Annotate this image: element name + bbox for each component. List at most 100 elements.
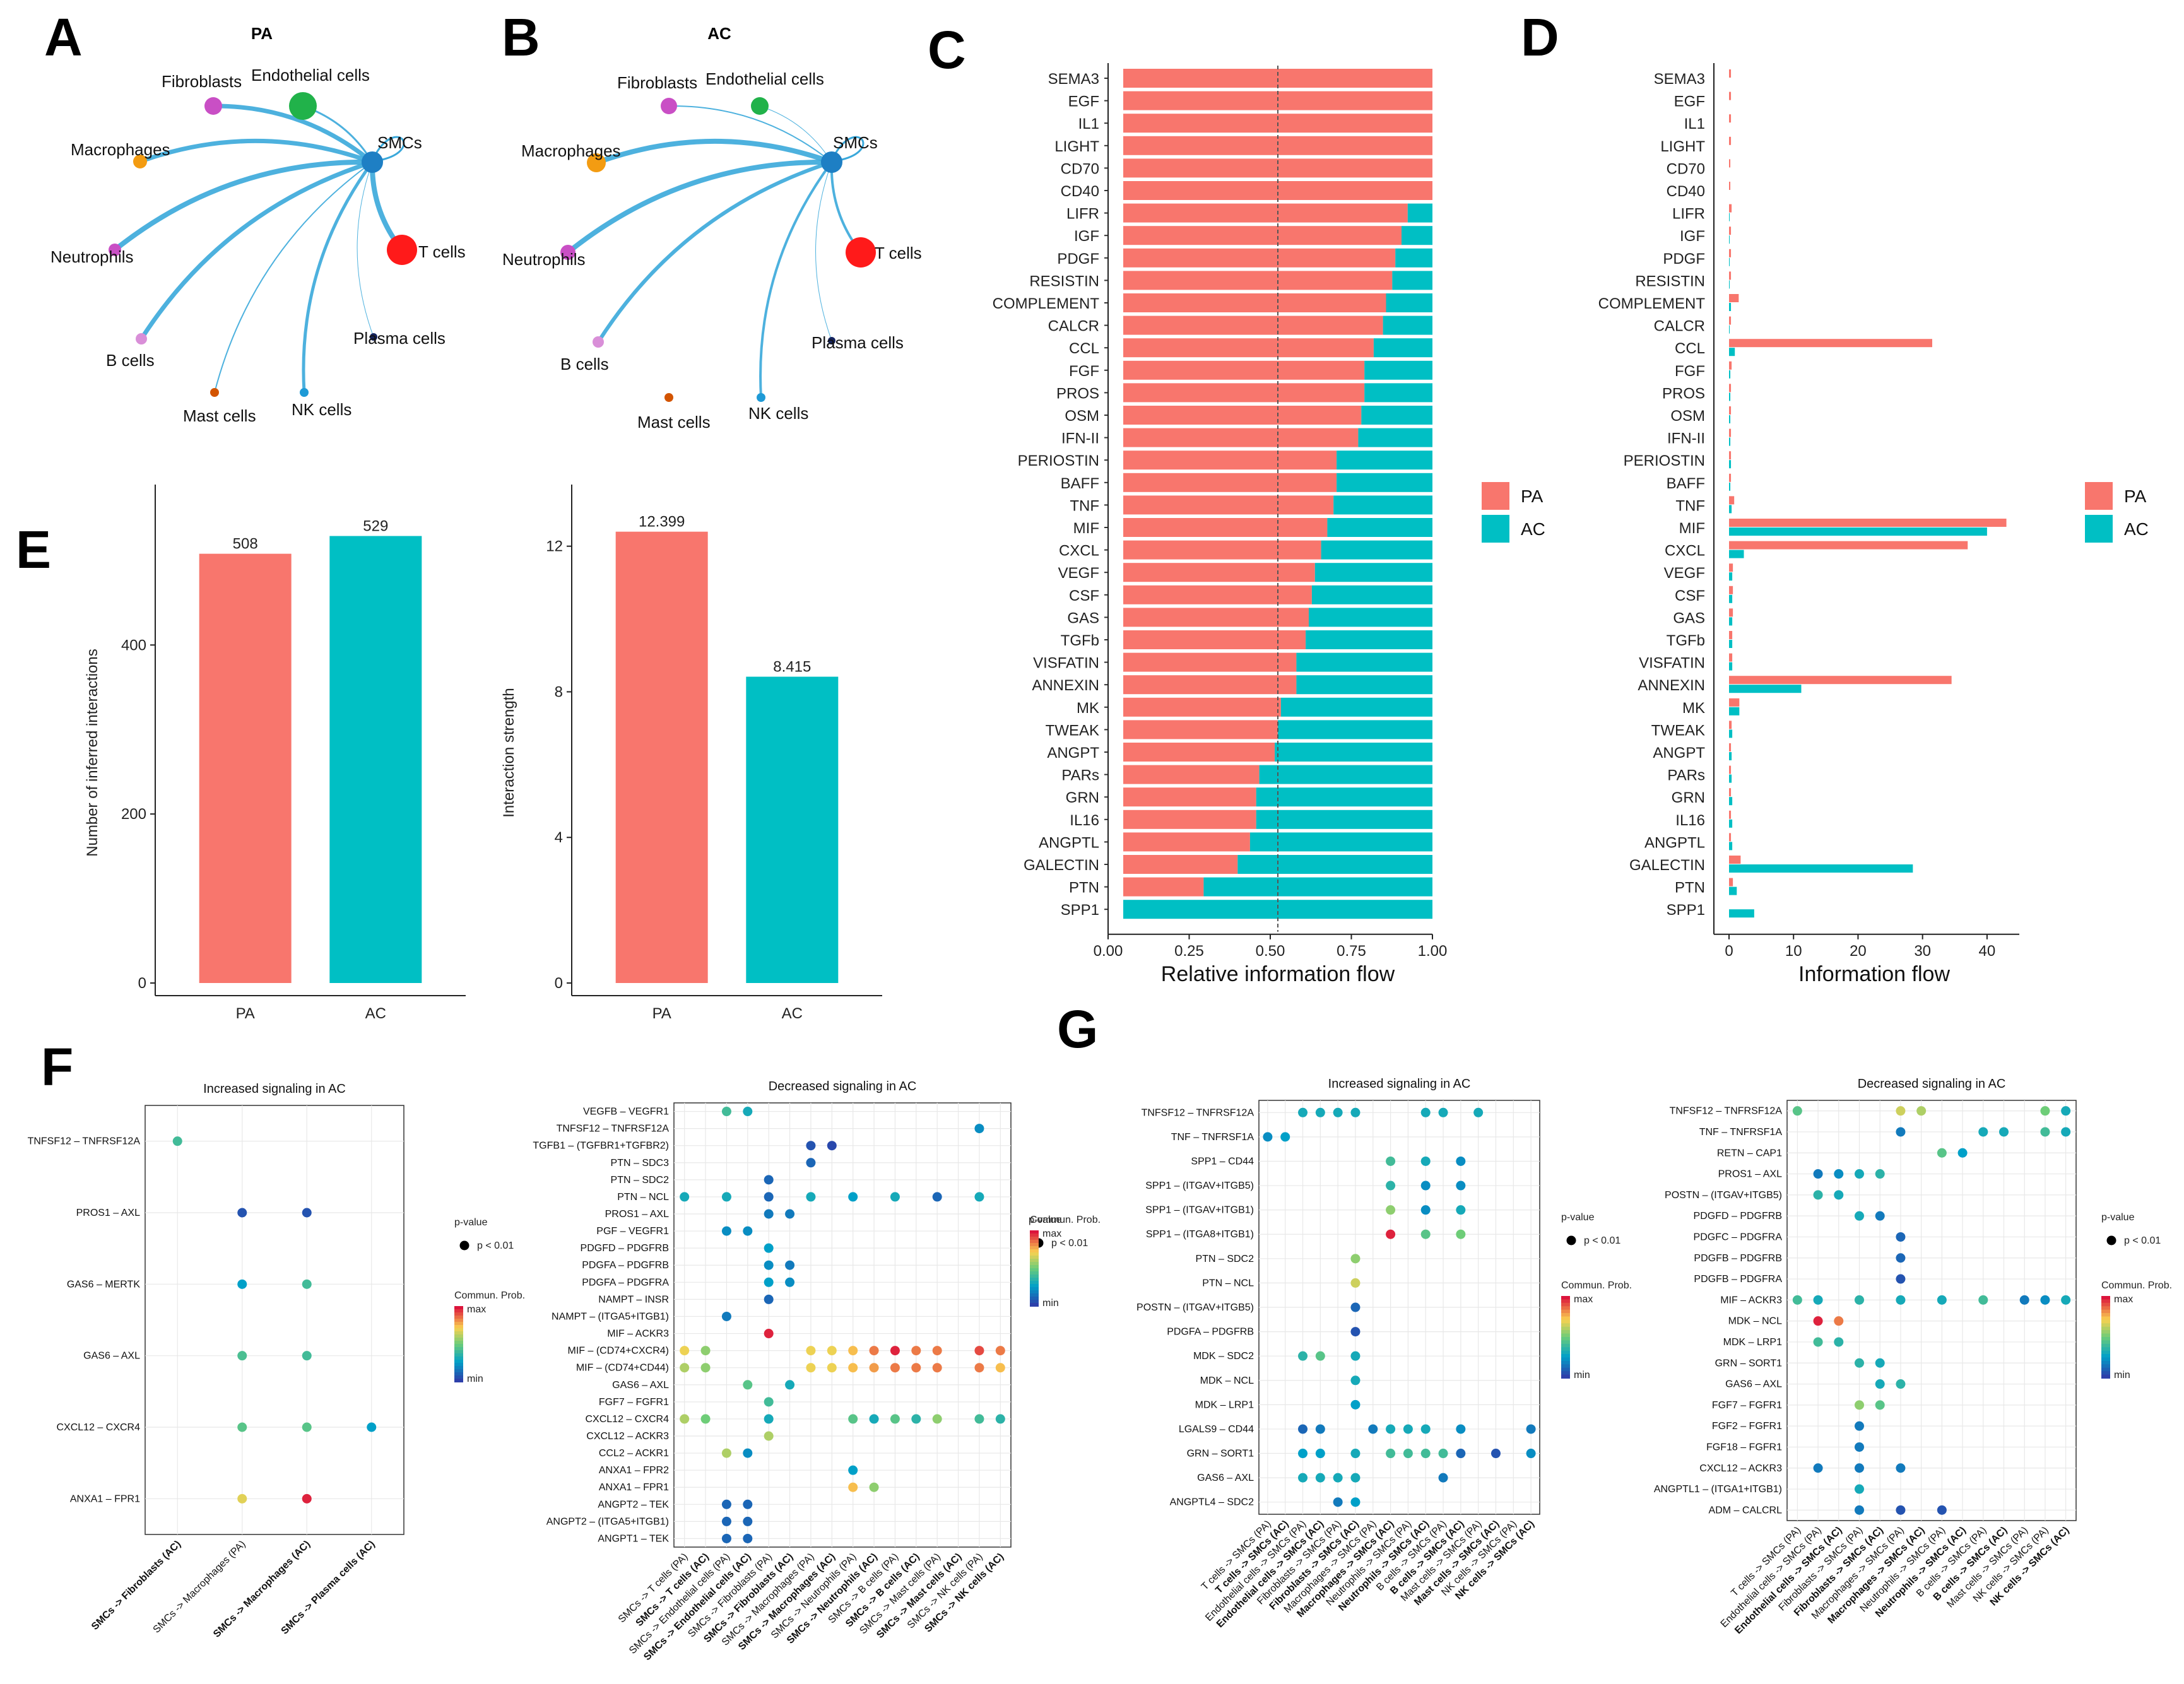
dot (785, 1277, 795, 1287)
colorbar-segment (2101, 1371, 2110, 1375)
pathway-label: IGF (1680, 228, 1705, 245)
panel-label-a: A (44, 8, 83, 67)
row-label: GAS6 – MERTK (67, 1279, 141, 1290)
dot (764, 1431, 774, 1441)
dot (1315, 1473, 1325, 1483)
colorbar-segment (2101, 1323, 2110, 1328)
network-pa: PA Fibroblasts Endothelial cells Macrophage… (50, 24, 466, 425)
pathway-label: PERIOSTIN (1018, 452, 1099, 469)
bar-pa-ifn-ii (1123, 428, 1359, 447)
dot (680, 1363, 690, 1373)
dot (1855, 1211, 1864, 1221)
pathway-label: TNF (1675, 497, 1705, 514)
colorbar-segment (1030, 1243, 1039, 1247)
pathway-label: CCL (1069, 340, 1099, 357)
dot (1978, 1295, 1988, 1305)
pathway-label: ANGPTL (1039, 834, 1099, 851)
dot (932, 1414, 942, 1424)
dot (1456, 1229, 1466, 1239)
bar-pa-pros (1729, 384, 1732, 392)
dot (1813, 1463, 1823, 1473)
pathway-label: VISFATIN (1033, 655, 1099, 672)
bar-value-label: 8.415 (773, 659, 811, 676)
bar-pa-pars (1123, 765, 1260, 784)
dot (1937, 1148, 1947, 1158)
dotplot-g-increased: Increased signaling in ACT cells -> SMCs… (1136, 1077, 1632, 1630)
colorbar-segment (2101, 1306, 2110, 1310)
pathway-label: GRN (1672, 789, 1705, 806)
colorbar-segment (1561, 1337, 1570, 1341)
bar-ac-osm (1729, 415, 1731, 423)
pvalue-legend-label: p < 0.01 (1051, 1238, 1088, 1249)
bar-ac-ifn-ii (1729, 437, 1731, 446)
dot (1298, 1449, 1308, 1459)
row-label: MIF – (CD74+CXCR4) (568, 1346, 669, 1357)
colorbar-segment (454, 1316, 463, 1319)
bar-pa-tnf (1123, 495, 1334, 515)
pathway-label: PARs (1667, 767, 1705, 784)
pathway-label: ANGPTL (1644, 834, 1705, 851)
dot (1896, 1106, 1906, 1116)
colorbar-segment (1030, 1278, 1039, 1281)
pathway-label: PTN (1069, 880, 1099, 897)
dot (721, 1533, 731, 1543)
x-tick-label: 40 (1979, 943, 1996, 960)
dot (848, 1414, 858, 1424)
dot (1420, 1229, 1431, 1239)
legend-key-pa (2085, 482, 2113, 510)
pathway-label: PDGF (1057, 250, 1099, 268)
colorbar-segment (1561, 1319, 1570, 1324)
node-label-neutrophils: Neutrophils (50, 247, 134, 266)
row-label: PDGFB – PDGFRB (1694, 1253, 1782, 1264)
colorbar-segment (454, 1360, 463, 1363)
bar-pa-calcr (1729, 316, 1732, 325)
dot (1896, 1253, 1906, 1263)
row-label: ANGPT1 – TEK (598, 1533, 669, 1544)
dot (1368, 1424, 1378, 1434)
dot (764, 1243, 774, 1253)
colorbar-segment (454, 1363, 463, 1367)
pathway-label: FGF (1069, 363, 1099, 380)
dot (172, 1136, 182, 1146)
bar-pa-annexin (1729, 676, 1952, 685)
bar-chart-strength: 0 4 8 12 12.399 PA 8.415 AC Interaction strength (500, 485, 882, 1022)
x-tick-label: 1.00 (1418, 943, 1448, 960)
dot (1916, 1106, 1927, 1116)
pathway-label: PTN (1675, 880, 1705, 897)
node-label-plasma-cells: Plasma cells (812, 333, 904, 352)
colorbar-segment (1561, 1371, 1570, 1375)
node-fibroblasts (661, 98, 677, 114)
dot (827, 1363, 837, 1373)
row-label: PGF – VEGFR1 (596, 1226, 669, 1237)
bar-pa-pros (1123, 383, 1365, 403)
colorbar-segment (1561, 1347, 1570, 1351)
dot (1456, 1449, 1466, 1459)
node-b-cells (593, 336, 604, 348)
row-label: TNFSF12 – TNFRSF12A (28, 1136, 141, 1147)
bar-ac-calcr (1729, 325, 1730, 334)
bar-ac-tgfb (1729, 640, 1733, 648)
bar-pa-visfatin (1123, 652, 1297, 672)
legend-key-ac (2085, 515, 2113, 543)
colorbar-segment (454, 1353, 463, 1357)
colorbar-segment (2101, 1340, 2110, 1345)
colorbar-segment (1030, 1268, 1039, 1272)
dot (1834, 1337, 1844, 1347)
dot (237, 1422, 247, 1432)
row-label: PTN – NCL (617, 1192, 669, 1203)
bar-pa-annexin (1123, 675, 1297, 695)
colorbar-segment (1030, 1256, 1039, 1259)
y-tick-label: 0 (138, 975, 146, 992)
dot (1350, 1351, 1361, 1361)
row-label: GAS6 – AXL (1725, 1379, 1782, 1390)
bar-ac-csf (1311, 585, 1432, 604)
y-tick-label: 4 (555, 829, 563, 846)
row-label: NAMPT – (ITGA5+ITGB1) (552, 1311, 669, 1322)
dot (1813, 1169, 1823, 1179)
dot (1350, 1449, 1361, 1459)
bar-ac-pros (1364, 383, 1432, 403)
row-label: MDK – NCL (1728, 1316, 1782, 1327)
pathway-label: PARs (1061, 767, 1099, 784)
dot (1855, 1400, 1864, 1410)
